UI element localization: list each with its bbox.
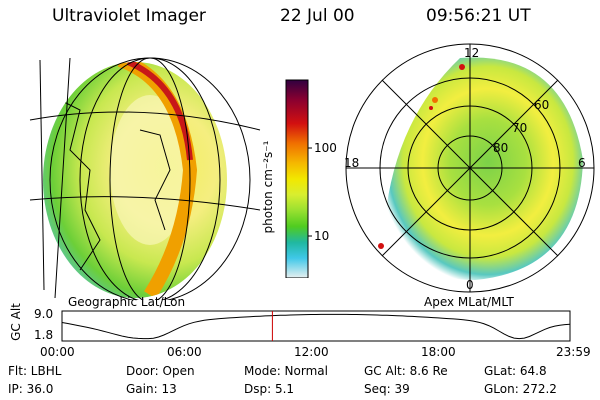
- info-seq: Seq: 39: [364, 382, 410, 396]
- lat-lon-grid: [29, 57, 261, 300]
- mlt-label-18: 18: [344, 156, 360, 170]
- altitude-plot: [61, 310, 571, 342]
- lat-label-60: 60: [534, 98, 550, 112]
- colorbar: [285, 79, 312, 278]
- lat-label-80: 80: [493, 141, 509, 155]
- info-gc-alt: GC Alt: 8.6 Re: [364, 364, 448, 378]
- time-tick-1800: 18:00: [421, 345, 456, 359]
- polar-plot: [345, 43, 595, 293]
- time-tick-0000: 00:00: [40, 345, 75, 359]
- auroral-oval: [378, 57, 583, 280]
- colorbar-unit: photon cm⁻²s⁻¹: [261, 140, 275, 234]
- altitude-tick-max: 9.0: [34, 307, 54, 321]
- info-glon: GLon: 272.2: [484, 382, 557, 396]
- mlt-label-0: 0: [466, 278, 474, 292]
- info-gain: Gain: 13: [126, 382, 177, 396]
- lat-label-70: 70: [512, 121, 528, 135]
- info-dsp: Dsp: 5.1: [244, 382, 295, 396]
- colorbar-tick-100: 100: [314, 141, 337, 155]
- info-mode: Mode: Normal: [244, 364, 328, 378]
- mlt-label-6: 6: [578, 156, 586, 170]
- app-title: Ultraviolet Imager: [52, 6, 206, 26]
- time-tick-1200: 12:00: [294, 345, 329, 359]
- info-door: Door: Open: [126, 364, 195, 378]
- info-glat: GLat: 64.8: [484, 364, 547, 378]
- time-tick-2359: 23:59: [556, 345, 591, 359]
- date-label: 22 Jul 00: [280, 6, 355, 26]
- polar-grid: [345, 43, 595, 293]
- mlt-label-12: 12: [464, 46, 480, 60]
- altitude-axis-label: GC Alt: [9, 303, 23, 341]
- info-ip: IP: 36.0: [8, 382, 54, 396]
- altitude-curve: [61, 313, 571, 340]
- altitude-tick-min: 1.8: [34, 328, 54, 342]
- info-flt: Flt: LBHL: [8, 364, 62, 378]
- time-label: 09:56:21 UT: [426, 6, 531, 26]
- geographic-image: [29, 57, 261, 300]
- geographic-label: Geographic Lat/Lon: [68, 295, 186, 309]
- time-tick-0600: 06:00: [167, 345, 202, 359]
- polar-label: Apex MLat/MLT: [424, 295, 514, 309]
- colorbar-tick-10: 10: [314, 229, 330, 243]
